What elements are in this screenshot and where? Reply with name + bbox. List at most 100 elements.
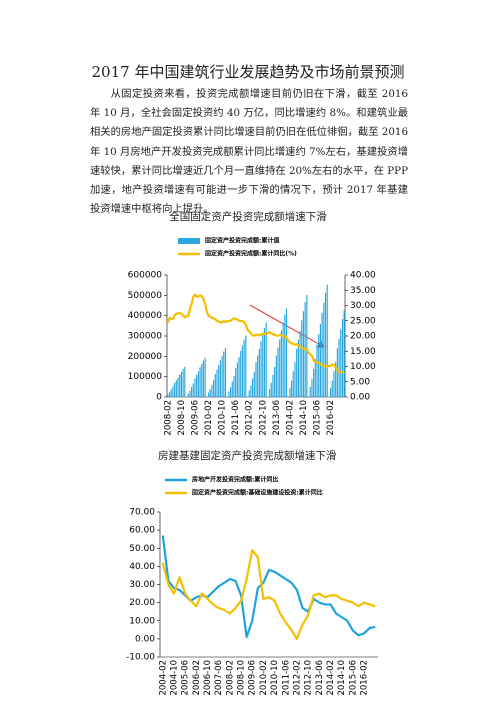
bar [170,389,172,397]
bar [289,387,291,397]
bar [241,345,244,397]
y-tick-label: 70.00 [129,508,155,518]
bar [323,302,325,397]
y2-tick-label: 35.00 [350,286,376,296]
x-tick-label: 2010-02 [259,660,269,696]
x-tick-label: 2011-06 [231,400,241,436]
bar [187,393,189,397]
bar [284,314,286,397]
bar [194,378,196,397]
bar [201,363,203,397]
y-tick-label: 30.00 [129,580,155,590]
bar [274,366,276,397]
bar [236,362,238,397]
bar [311,379,313,397]
x-tick-label: 2013-06 [315,660,325,696]
x-tick-label: 2008-02 [163,400,173,436]
x-tick-label: 2009-06 [190,400,200,436]
x-tick-label: 2013-06 [272,400,282,436]
bar [338,338,340,397]
bar [175,380,177,397]
bar [277,347,279,397]
legend-swatch [178,238,200,244]
bar [331,380,333,397]
bar [309,386,311,397]
bar [336,348,338,397]
y-tick-label: 600000 [128,271,163,281]
bar [314,358,316,397]
y-tick-label: 200000 [128,352,163,362]
paragraph: 从固定投资来看，投资完成额增速目前仍旧在下滑，截至 2016 年 10 月，全社… [90,88,408,216]
x-tick-label: 2012-10 [258,400,268,436]
bar [182,368,184,397]
bar [299,330,301,397]
bar [340,329,342,397]
bar [196,374,198,397]
bar [324,292,327,397]
bar [341,319,344,397]
x-tick-label: 2014-02 [326,660,336,696]
bar [285,308,288,397]
x-tick-label: 2012-10 [304,660,314,696]
bar [335,362,337,397]
x-tick-label: 2015-06 [348,660,358,696]
bar [218,365,220,397]
bar [280,330,283,397]
chart-caption: 房建基建固定资产投资完成额增速下滑 [158,450,337,462]
y2-tick-label: 25.00 [350,316,376,326]
y-tick-label: 100000 [128,372,163,382]
bar [316,344,318,397]
line [166,293,345,374]
y-tick-label: 20.00 [129,598,155,608]
bar [292,371,294,397]
bar [282,322,284,397]
bar [262,334,264,397]
x-tick-label: 2008-10 [177,400,187,436]
y-tick-label: 500000 [128,291,163,301]
bar [313,368,315,397]
y-tick-label: 0 [156,393,162,403]
legend-label: 固定资产投资完成额:累计值 [205,237,279,245]
x-tick-label: 2008-02 [225,660,235,696]
x-tick-label: 2006-02 [192,660,202,696]
bar [211,384,213,397]
line [161,548,376,640]
bar [168,392,171,397]
x-tick-label: 2015-06 [313,400,323,436]
bar [174,382,176,397]
y-tick-label: 300000 [128,332,163,342]
x-tick-label: 2012-02 [245,400,255,436]
x-tick-label: 2004-02 [158,660,168,696]
y2-tick-label: 30.00 [350,301,376,311]
y-tick-label: 60.00 [129,526,155,536]
x-tick-label: 2014-10 [337,660,347,696]
bar [296,349,298,397]
x-tick-label: 2016-02 [326,400,336,436]
bar [294,362,296,397]
bar [224,347,227,397]
y2-tick-label: 15.00 [350,347,376,357]
y-tick-label: 10.00 [129,616,155,626]
bar [207,392,210,397]
bar [204,357,206,397]
y2-tick-label: 5.00 [350,377,370,387]
x-tick-label: 2010-10 [218,400,228,436]
y2-tick-label: 20.00 [350,332,376,342]
bar [326,284,328,397]
bar [250,385,252,397]
x-tick-label: 2011-06 [281,660,291,696]
y-tick-label: 50.00 [129,544,155,554]
x-tick-label: 2014-10 [299,400,309,436]
bar [306,294,308,397]
y-tick-label: 400000 [128,311,163,321]
x-tick-label: 2008-10 [237,660,247,696]
bar [329,387,332,397]
bar [321,312,323,397]
bar [240,350,242,397]
bar [228,391,230,397]
bar [233,376,235,397]
bar [343,310,345,397]
x-tick-label: 2012-02 [292,660,302,696]
bar [258,348,260,397]
